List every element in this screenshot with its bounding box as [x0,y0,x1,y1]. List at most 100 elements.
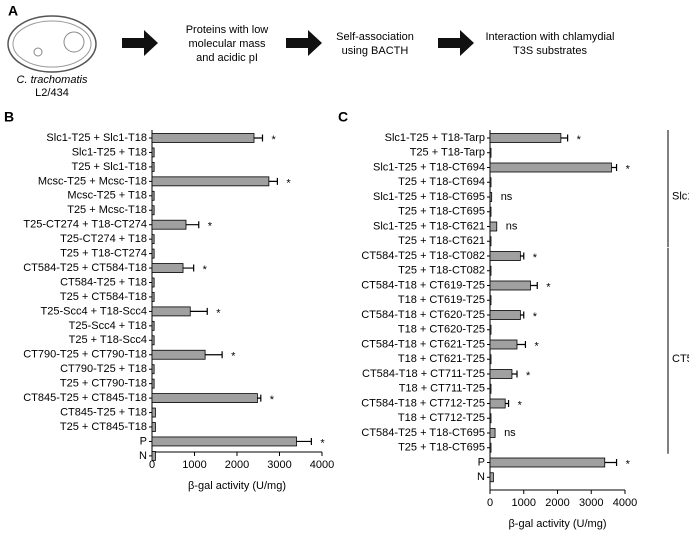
bar [489,162,612,173]
category-label: T25-CT274 + T18 [60,233,147,245]
step-text: molecular mass [188,38,266,50]
error-bar [560,134,569,142]
error-bar [183,264,195,272]
x-tick-label: 2000 [225,459,249,471]
category-label: T25-CT274 + T18-CT274 [23,219,147,231]
bar [151,292,155,302]
category-label: T25 + T18-CT274 [60,248,147,260]
significance: * [534,340,539,352]
category-label: T18 + CT712-T25 [398,412,485,424]
bar [489,398,506,409]
category-label: T18 + CT619-T25 [398,294,485,306]
x-tick-label: 1000 [182,459,206,471]
category-label: P [140,435,147,447]
bar [151,335,155,346]
error-bar [296,437,312,445]
category-label: CT584-T25 + T18 [60,276,147,288]
category-label: T25 + T18-CT621 [398,235,485,247]
bar [151,234,155,245]
error-bar [530,282,538,289]
bar [489,428,496,438]
category-label: CT584-T18 + CT711-T25 [362,368,485,380]
significance: * [626,163,631,175]
category-label: N [139,450,147,462]
category-label: P [478,456,485,468]
significance: ns [501,191,513,203]
error-bar [505,400,510,407]
category-label: T25 + T18-CT694 [398,176,485,188]
category-label: T25 + T18-CT695 [398,442,485,454]
category-label: Slc1-T25 + T18 [72,146,147,158]
bar [151,306,191,317]
bar [151,263,184,273]
bar [489,221,498,232]
bar [489,413,492,424]
panel-label: B [4,109,14,125]
significance: * [626,458,631,470]
bar [489,177,492,188]
bar [489,457,606,468]
significance: * [577,134,582,146]
significance: * [208,221,213,233]
significance: ns [504,427,516,439]
error-bar [517,341,527,348]
significance: * [286,177,291,189]
group-label: CT584 [672,353,689,365]
step-text: Self-association [336,31,414,43]
bar [489,442,492,453]
category-label: CT790-T25 + T18 [60,363,147,375]
x-tick-label: 3000 [579,497,603,509]
significance: * [272,134,277,146]
step-text: and acidic pI [196,52,258,64]
error-bar [268,177,278,185]
error-bar [604,459,618,466]
category-label: T25 + CT584-T18 [60,291,147,303]
bar [151,349,206,360]
inclusion [63,31,85,53]
significance: ns [506,220,518,232]
error-bar [611,164,618,171]
panel-label: A [8,3,18,19]
bar [489,324,492,335]
category-label: T25-Scc4 + T18 [69,320,147,332]
bar [489,192,493,202]
category-label: CT584-T18 + CT619-T25 [361,279,485,291]
bar [151,219,187,230]
significance: * [518,399,523,411]
x-axis-label: β-gal activity (U/mg) [188,480,286,492]
bar [489,295,492,306]
bar [151,205,155,216]
category-label: Slc1-T25 + T18-CT621 [373,220,485,232]
category-label: Slc1-T25 + T18-CT694 [373,161,485,173]
category-label: T18 + CT620-T25 [398,324,485,336]
cell [7,15,97,73]
step-text: Interaction with chlamydial [485,31,614,43]
error-bar [190,307,208,315]
bar [489,147,492,158]
bar [151,147,155,158]
step-text: T3S substrates [513,45,587,57]
category-label: CT584-T25 + T18-CT082 [361,250,485,262]
error-bar [186,221,200,229]
category-label: CT845-T25 + T18 [60,406,147,418]
arrows [122,30,474,56]
error-bar [254,134,264,142]
strain: L2/434 [35,87,69,99]
significance: * [216,307,221,319]
category-label: T25 + CT790-T18 [60,378,147,390]
cell-inner [12,20,92,68]
bar [489,251,521,261]
category-label: Slc1-T25 + T18-Tarp [385,132,485,144]
organism: C. trachomatis [17,74,88,86]
significance: * [546,281,551,293]
significance: * [533,311,538,323]
bar [151,364,155,375]
category-label: T25 + Mcsc-T18 [67,204,147,216]
category-label: Slc1-T25 + Slc1-T18 [46,132,147,144]
category-label: CT584-T25 + CT584-T18 [23,262,147,274]
bar [151,450,156,461]
x-tick-label: 2000 [545,497,569,509]
category-label: T25 + CT845-T18 [60,421,147,433]
x-tick-label: 3000 [267,459,291,471]
x-tick-label: 0 [149,459,155,471]
